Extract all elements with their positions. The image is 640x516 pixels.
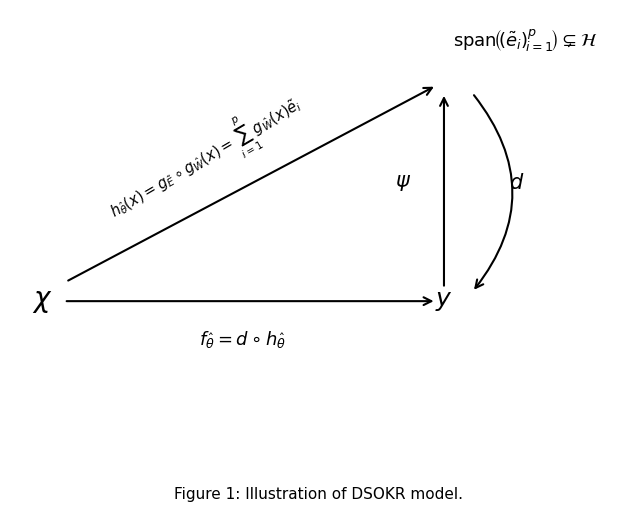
Text: $y$: $y$ bbox=[435, 289, 453, 313]
Text: $h_{\hat{\theta}}(x) = g_{\tilde{E}} \circ g_{\hat{W}}(x) = \sum_{i=1}^{p} g_{\h: $h_{\hat{\theta}}(x) = g_{\tilde{E}} \ci… bbox=[100, 84, 312, 233]
Text: $\mathrm{span}\!\left(\!\left(\tilde{e}_i\right)_{\!i=1}^{p}\!\right) \subsetneq: $\mathrm{span}\!\left(\!\left(\tilde{e}_… bbox=[453, 27, 598, 53]
Text: $f_{\hat{\theta}} = d \circ h_{\hat{\theta}}$: $f_{\hat{\theta}} = d \circ h_{\hat{\the… bbox=[199, 329, 287, 350]
Text: $\chi$: $\chi$ bbox=[31, 287, 52, 315]
Text: Figure 1: Illustration of DSOKR model.: Figure 1: Illustration of DSOKR model. bbox=[174, 487, 463, 502]
Text: $\psi$: $\psi$ bbox=[395, 173, 411, 193]
Text: $d$: $d$ bbox=[509, 173, 524, 193]
